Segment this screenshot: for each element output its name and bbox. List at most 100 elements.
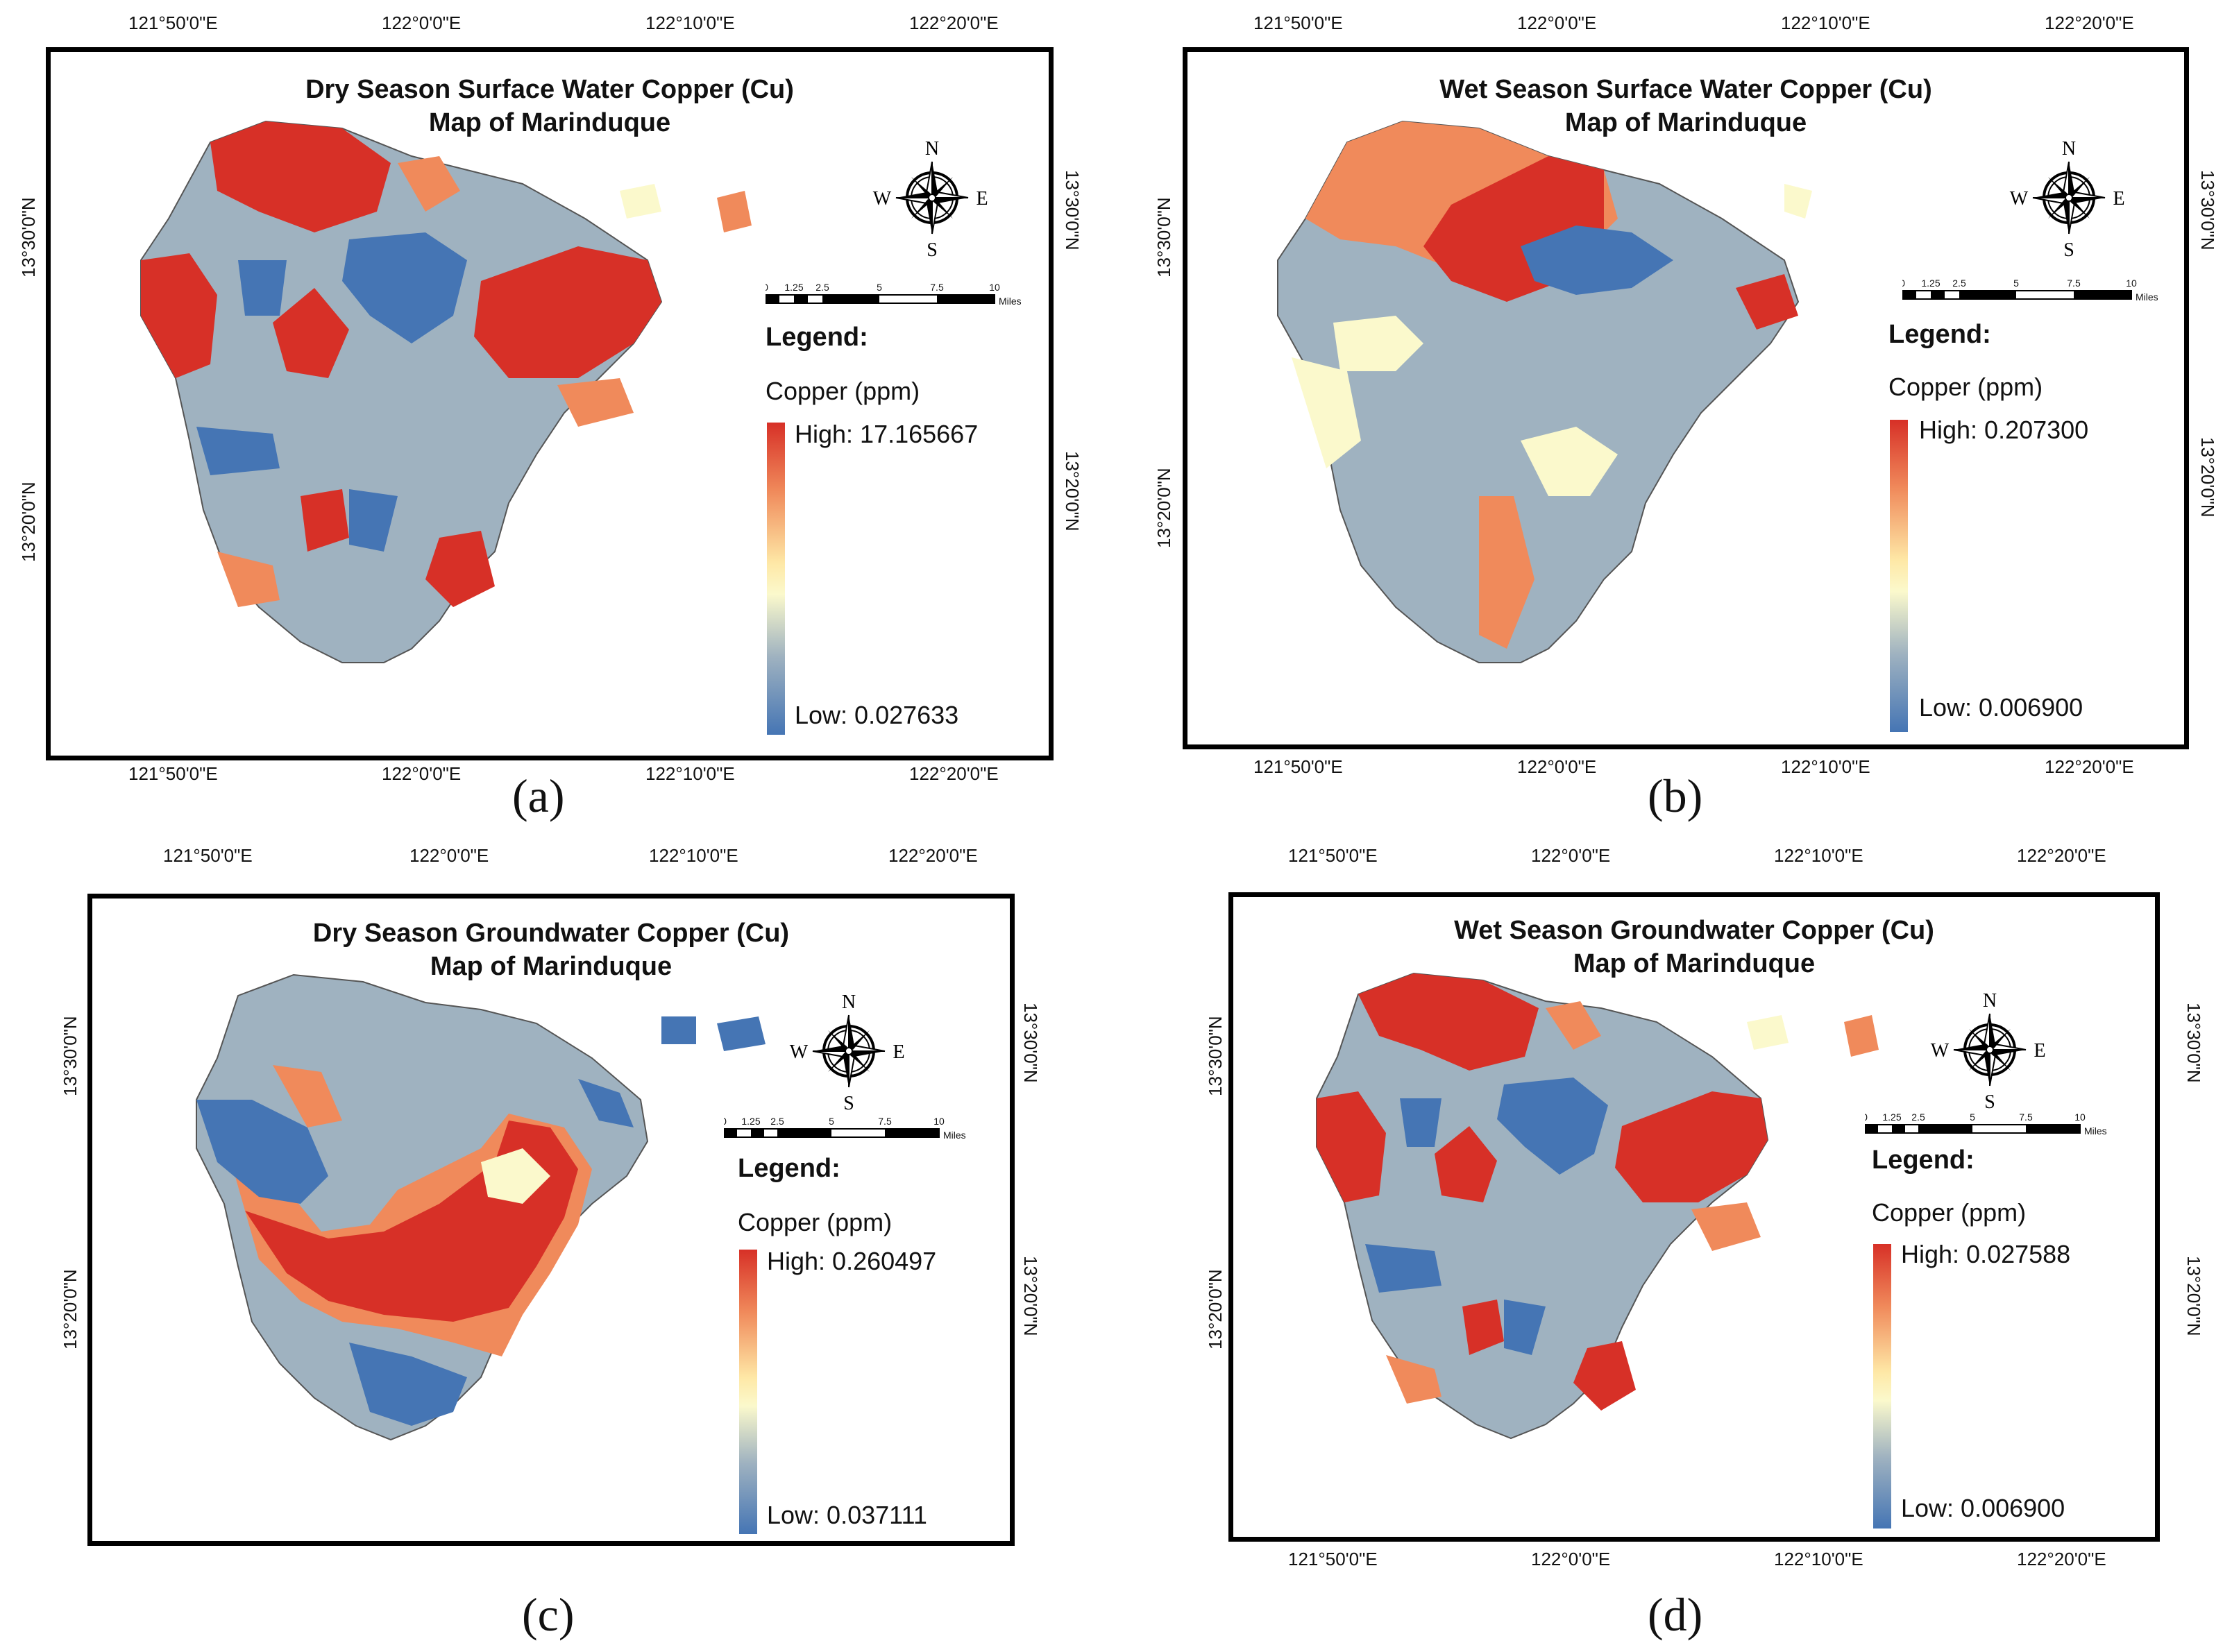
bottom-lon-3: 122°10'0"E [1781, 756, 1870, 777]
compass-rose: N S E W [1931, 990, 2046, 1113]
scale-unit: Miles [2136, 291, 2158, 303]
scale-tick: 0 [766, 282, 768, 293]
panel-d: 121°50'0"E 122°0'0"E 122°10'0"E 122°20'0… [1122, 833, 2232, 1652]
scale-tick: 1.25 [741, 1116, 760, 1127]
compass-n: N [925, 138, 939, 160]
scale-tick: 5 [1970, 1112, 1975, 1123]
top-lon-4: 122°20'0"E [888, 845, 978, 866]
scale-tick: 7.5 [878, 1116, 892, 1127]
top-lon-1: 121°50'0"E [1288, 845, 1378, 866]
compass-n: N [842, 991, 856, 1013]
scale-tick: 10 [989, 282, 1000, 293]
legend-low: Low: 0.006900 [1901, 1494, 2065, 1522]
scale-tick: 7.5 [930, 282, 944, 293]
legend-colorbar [767, 423, 785, 735]
panel-a: 121°50'0"E 122°0'0"E 122°10'0"E 122°20'0… [0, 0, 1110, 826]
top-lon-2: 122°0'0"E [382, 12, 462, 33]
right-lat-2: 13°20'0"N [2197, 437, 2218, 518]
scale-tick: 2.5 [1911, 1112, 1925, 1123]
left-lat-2: 13°20'0"N [1205, 1269, 1226, 1349]
top-lon-1: 121°50'0"E [128, 12, 218, 33]
map-frame: Wet Season Surface Water Copper (Cu) Map… [1183, 47, 2189, 749]
map-title: Wet Season Surface Water Copper (Cu) Map… [1187, 73, 2184, 139]
top-lon-2: 122°0'0"E [1517, 12, 1597, 33]
panel-b: 121°50'0"E 122°0'0"E 122°10'0"E 122°20'0… [1122, 0, 2232, 826]
scale-tick: 0 [1865, 1112, 1868, 1123]
scale-bar: 0 1.25 2.5 5 7.5 10 Miles [724, 1116, 966, 1141]
island-map [196, 973, 766, 1441]
scale-bar: 0 1.25 2.5 5 7.5 10 Miles [766, 282, 1022, 307]
map-title-line1: Wet Season Surface Water Copper (Cu) [1439, 75, 1932, 104]
island-map [1316, 972, 1879, 1440]
legend-high: High: 17.165667 [795, 420, 979, 448]
legend-title: Legend: [1888, 320, 1991, 349]
left-lat-1: 13°30'0"N [18, 197, 39, 278]
map-title-line2: Map of Marinduque [430, 952, 673, 981]
scale-tick: 0 [1902, 278, 1905, 289]
top-lon-4: 122°20'0"E [2017, 845, 2106, 866]
scale-tick: 10 [2126, 278, 2137, 289]
legend-title: Legend: [766, 323, 868, 352]
compass-n: N [1983, 990, 1997, 1012]
scale-tick: 7.5 [2067, 278, 2081, 289]
map-title: Dry Season Groundwater Copper (Cu) Map o… [92, 917, 1010, 983]
bottom-lon-2: 122°0'0"E [1517, 756, 1597, 777]
scale-tick: 1.25 [1921, 278, 1940, 289]
scale-unit: Miles [943, 1130, 966, 1141]
bottom-lon-1: 121°50'0"E [1288, 1549, 1378, 1569]
compass-s: S [843, 1093, 854, 1114]
scale-tick: 1.25 [1882, 1112, 1901, 1123]
right-lat-2: 13°20'0"N [2183, 1256, 2204, 1336]
top-lon-1: 121°50'0"E [163, 845, 253, 866]
top-lon-3: 122°10'0"E [645, 12, 735, 33]
scale-tick: 5 [2013, 278, 2019, 289]
compass-w: W [2010, 188, 2029, 210]
right-lat-1: 13°30'0"N [1020, 1003, 1041, 1083]
left-lat-1: 13°30'0"N [1153, 197, 1174, 278]
compass-n: N [2062, 138, 2076, 160]
legend-unit: Copper (ppm) [738, 1208, 893, 1236]
top-lon-4: 122°20'0"E [2045, 12, 2134, 33]
panel-caption: (d) [1648, 1588, 1703, 1641]
top-lon-3: 122°10'0"E [1774, 845, 1863, 866]
top-lon-2: 122°0'0"E [409, 845, 489, 866]
compass-w: W [1931, 1040, 1950, 1062]
top-lon-1: 121°50'0"E [1253, 12, 1343, 33]
legend-colorbar [1873, 1244, 1891, 1528]
compass-rose: N S E W [873, 138, 988, 261]
compass-w: W [873, 188, 892, 210]
scale-tick: 1.25 [784, 282, 803, 293]
legend-low: Low: 0.037111 [767, 1501, 927, 1529]
bottom-lon-4: 122°20'0"E [909, 763, 999, 784]
island-map [140, 120, 752, 663]
bottom-lon-3: 122°10'0"E [645, 763, 735, 784]
scale-tick: 0 [724, 1116, 727, 1127]
panel-caption: (a) [512, 769, 565, 822]
legend-colorbar [739, 1250, 757, 1534]
panel-caption: (c) [522, 1588, 575, 1641]
right-lat-1: 13°30'0"N [2197, 170, 2218, 250]
scale-tick: 2.5 [1952, 278, 1966, 289]
scale-bar: 0 1.25 2.5 5 7.5 10 Miles [1865, 1112, 2107, 1136]
bottom-lon-2: 122°0'0"E [1531, 1549, 1611, 1569]
left-lat-2: 13°20'0"N [1153, 468, 1174, 548]
legend-unit: Copper (ppm) [1872, 1198, 2027, 1227]
map-title-line2: Map of Marinduque [428, 108, 671, 137]
legend-high: High: 0.207300 [1919, 416, 2089, 444]
compass-s: S [2063, 239, 2074, 261]
map-frame: Dry Season Groundwater Copper (Cu) Map o… [87, 894, 1015, 1546]
scale-tick: 10 [2074, 1112, 2086, 1123]
legend-unit: Copper (ppm) [766, 377, 920, 405]
compass-e: E [2034, 1040, 2045, 1062]
compass-rose: N S E W [2010, 138, 2125, 261]
top-lon-4: 122°20'0"E [909, 12, 999, 33]
scale-tick: 10 [933, 1116, 945, 1127]
scale-bar: 0 1.25 2.5 5 7.5 10 Miles [1902, 278, 2158, 303]
map-title-line1: Wet Season Groundwater Copper (Cu) [1454, 916, 1934, 945]
right-lat-1: 13°30'0"N [1062, 170, 1083, 250]
scale-tick: 5 [829, 1116, 834, 1127]
scale-tick: 5 [877, 282, 882, 293]
bottom-lon-4: 122°20'0"E [2045, 756, 2134, 777]
scale-tick: 2.5 [770, 1116, 784, 1127]
compass-e: E [976, 188, 988, 210]
